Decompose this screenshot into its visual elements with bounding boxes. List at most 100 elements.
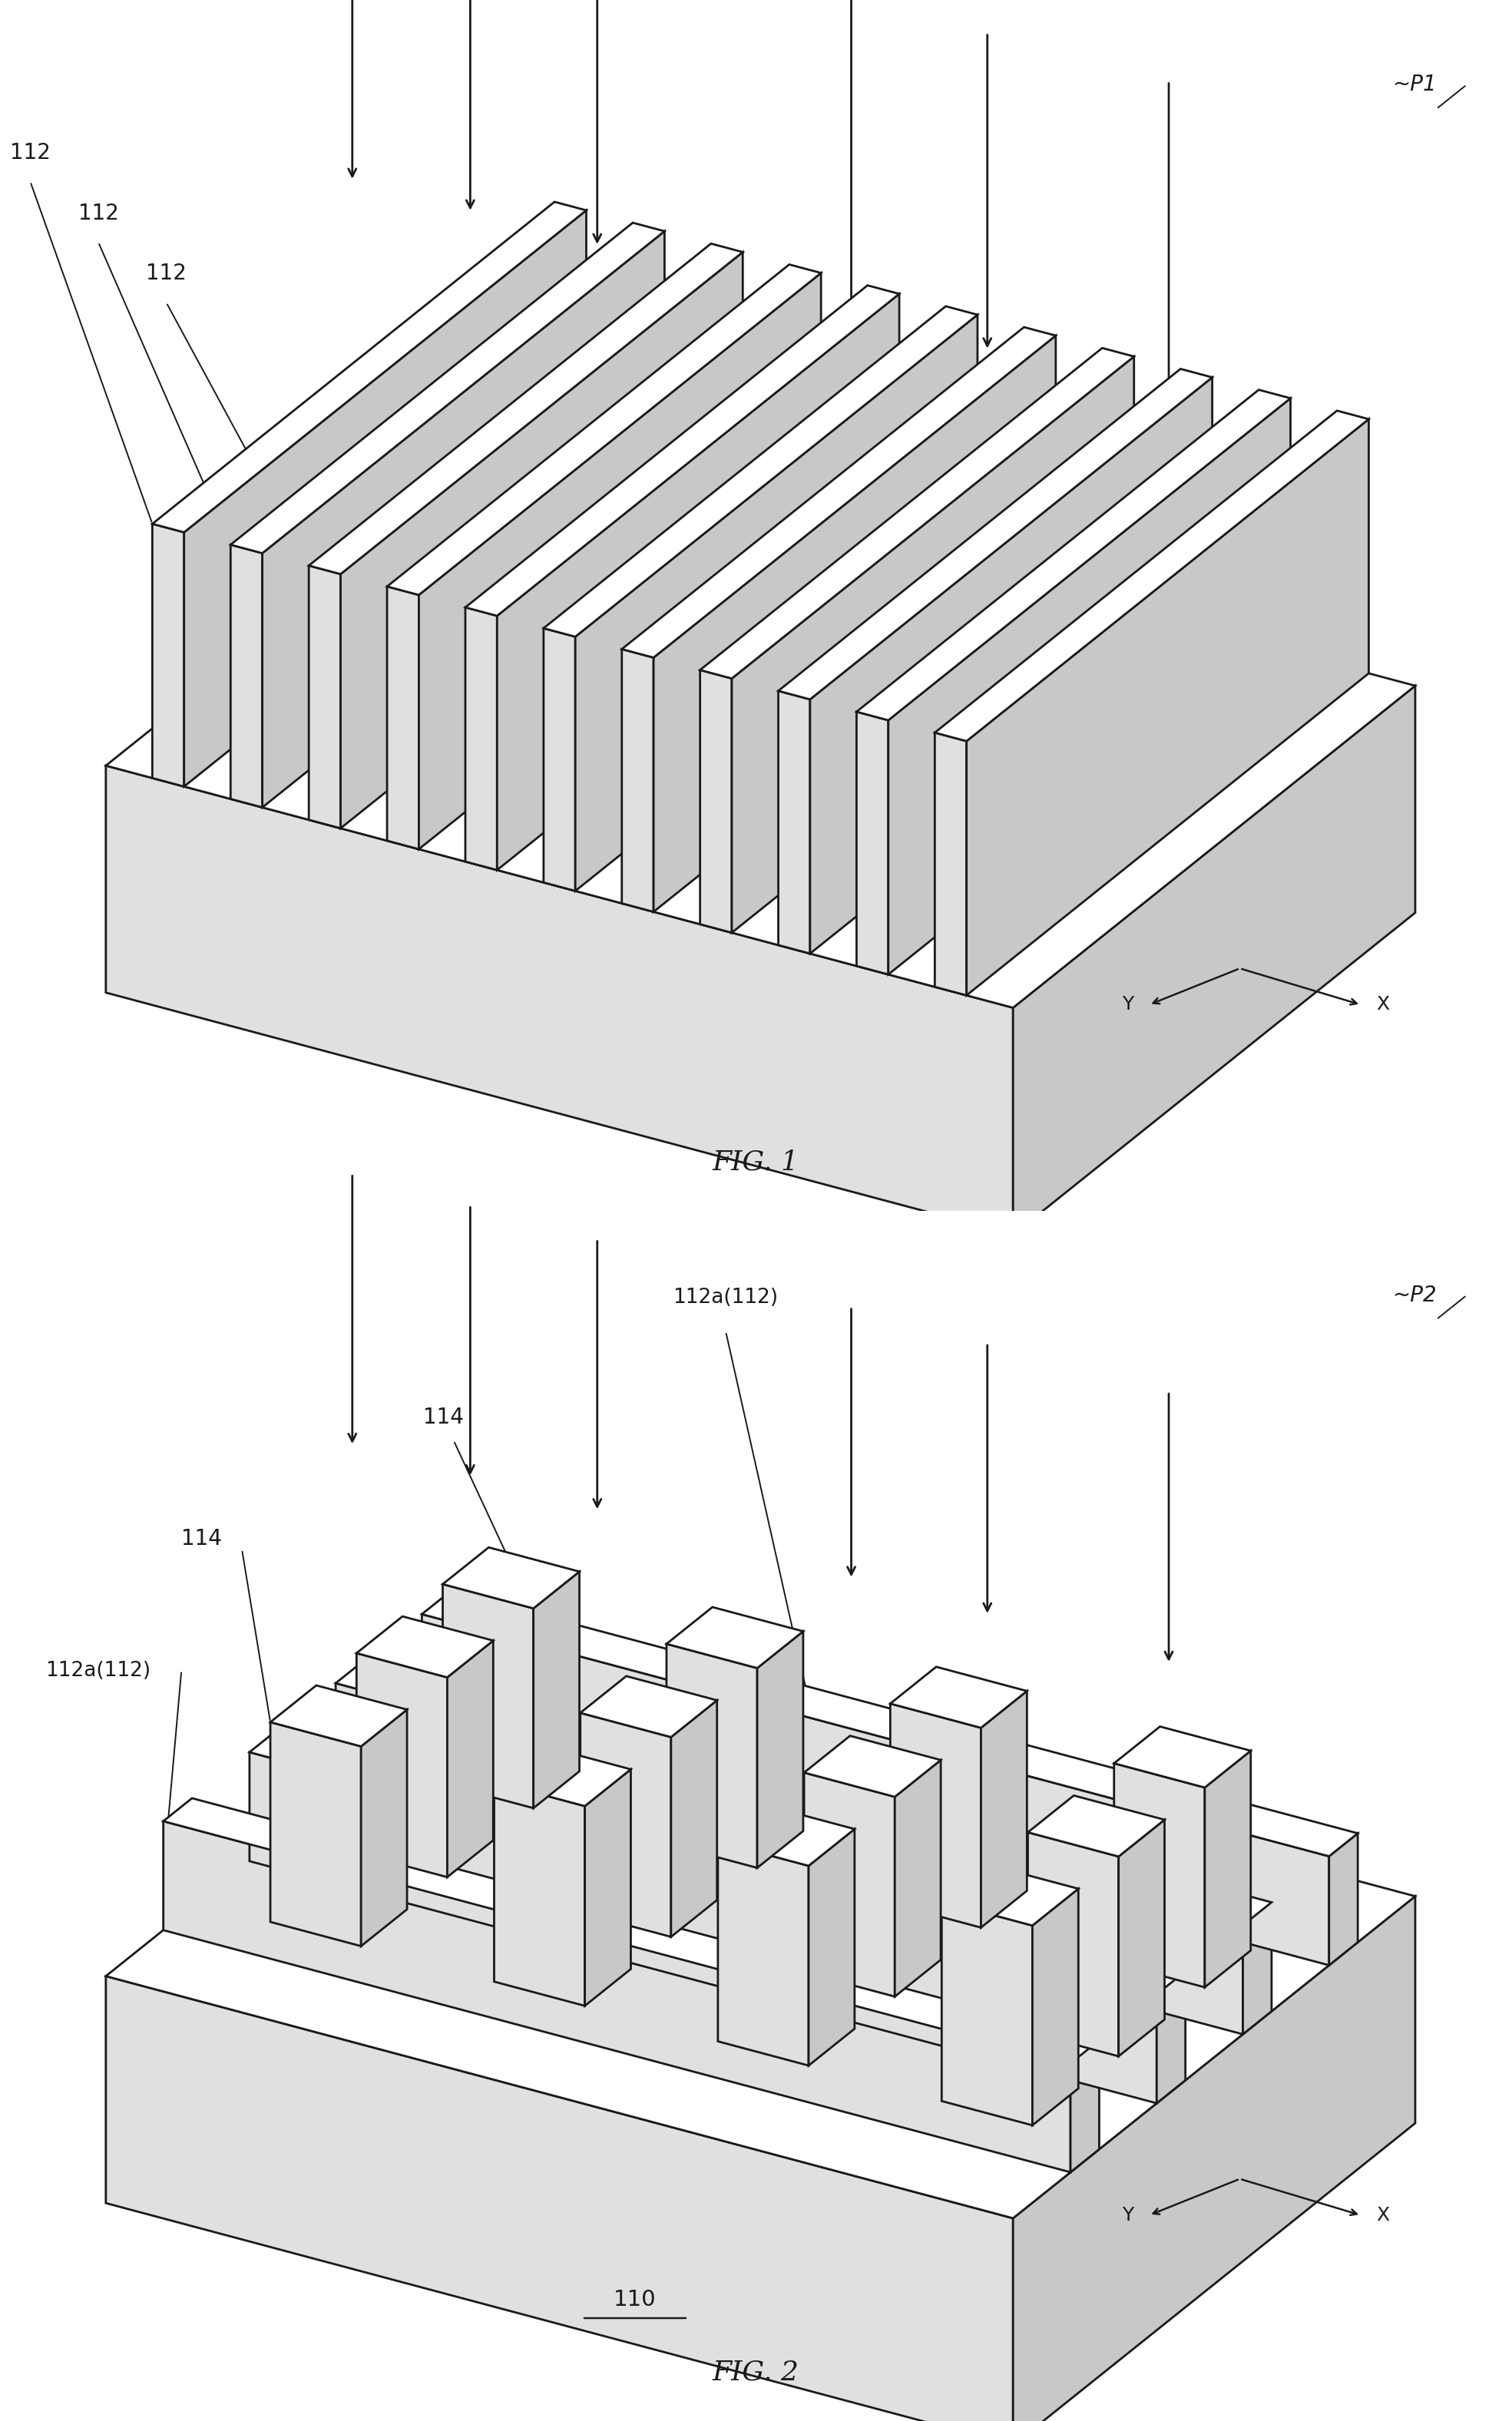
Polygon shape: [422, 1591, 1358, 1857]
Polygon shape: [1243, 1903, 1272, 2034]
Polygon shape: [494, 1782, 585, 2007]
Polygon shape: [758, 1632, 803, 1869]
Polygon shape: [779, 368, 1213, 700]
Polygon shape: [575, 315, 977, 891]
Polygon shape: [810, 378, 1213, 954]
Text: FIG. 1: FIG. 1: [712, 1150, 800, 1174]
Text: ~P1: ~P1: [1393, 75, 1436, 94]
Polygon shape: [466, 286, 900, 615]
Polygon shape: [263, 232, 665, 809]
Polygon shape: [419, 274, 821, 850]
Polygon shape: [891, 1704, 981, 1927]
Polygon shape: [494, 1746, 631, 1806]
Polygon shape: [1114, 1762, 1205, 1988]
Text: 112a(112): 112a(112): [673, 1288, 779, 1307]
Text: Y: Y: [1122, 2206, 1134, 2225]
Polygon shape: [585, 1770, 631, 2007]
Polygon shape: [271, 1721, 361, 1946]
Polygon shape: [1028, 1796, 1164, 1857]
Polygon shape: [448, 1641, 493, 1876]
Polygon shape: [891, 1666, 1027, 1729]
Text: 112a(112): 112a(112): [45, 1661, 151, 1680]
Polygon shape: [249, 1729, 1185, 1995]
Polygon shape: [544, 307, 977, 637]
Polygon shape: [856, 390, 1290, 721]
Polygon shape: [581, 1675, 717, 1738]
Polygon shape: [1070, 2041, 1099, 2172]
Polygon shape: [934, 412, 1368, 741]
Polygon shape: [443, 1583, 534, 1808]
Polygon shape: [106, 443, 1415, 1007]
Text: 112: 112: [147, 264, 186, 286]
Text: 112: 112: [79, 203, 118, 225]
Polygon shape: [163, 1821, 1070, 2172]
Text: FIG. 2: FIG. 2: [712, 2360, 800, 2385]
Polygon shape: [184, 211, 587, 787]
Polygon shape: [466, 608, 497, 869]
Polygon shape: [718, 1842, 809, 2065]
Polygon shape: [544, 629, 575, 891]
Polygon shape: [153, 523, 184, 787]
Polygon shape: [357, 1617, 493, 1678]
Polygon shape: [700, 349, 1134, 678]
Polygon shape: [732, 356, 1134, 932]
Text: 112: 112: [11, 143, 50, 165]
Polygon shape: [534, 1571, 579, 1808]
Polygon shape: [1028, 1833, 1119, 2055]
Text: Y: Y: [1122, 995, 1134, 1014]
Polygon shape: [230, 545, 263, 809]
Polygon shape: [340, 252, 742, 828]
Polygon shape: [1329, 1833, 1358, 1966]
Polygon shape: [106, 1654, 1415, 2218]
Polygon shape: [581, 1714, 671, 1937]
Text: ~P2: ~P2: [1393, 1286, 1436, 1305]
Polygon shape: [271, 1685, 407, 1746]
Polygon shape: [942, 1900, 1033, 2126]
Polygon shape: [621, 327, 1055, 659]
Polygon shape: [336, 1661, 1272, 1925]
Polygon shape: [718, 1804, 854, 1867]
Polygon shape: [895, 1760, 940, 1997]
Polygon shape: [804, 1736, 940, 1796]
Text: 114: 114: [181, 1528, 222, 1549]
Polygon shape: [308, 245, 742, 574]
Polygon shape: [443, 1547, 579, 1608]
Polygon shape: [1119, 1821, 1164, 2055]
Polygon shape: [667, 1644, 758, 1869]
Polygon shape: [1114, 1726, 1250, 1787]
Polygon shape: [809, 1828, 854, 2065]
Polygon shape: [1157, 1971, 1185, 2104]
Polygon shape: [966, 419, 1368, 995]
Text: 114: 114: [423, 1407, 464, 1428]
Polygon shape: [387, 264, 821, 596]
Text: 110: 110: [614, 2290, 656, 2310]
Polygon shape: [106, 765, 1013, 1235]
Polygon shape: [230, 223, 665, 554]
Polygon shape: [934, 734, 966, 995]
Polygon shape: [1013, 1896, 1415, 2421]
Polygon shape: [1033, 1888, 1078, 2126]
Polygon shape: [981, 1690, 1027, 1927]
Polygon shape: [804, 1772, 895, 1997]
Polygon shape: [856, 712, 889, 973]
Polygon shape: [779, 690, 810, 954]
Polygon shape: [357, 1654, 448, 1876]
Polygon shape: [153, 201, 587, 533]
Polygon shape: [422, 1615, 1329, 1966]
Polygon shape: [667, 1608, 803, 1668]
Polygon shape: [671, 1700, 717, 1937]
Text: X: X: [1376, 2206, 1390, 2225]
Polygon shape: [308, 567, 340, 828]
Polygon shape: [163, 1799, 1099, 2063]
Polygon shape: [1205, 1750, 1250, 1988]
Polygon shape: [621, 649, 653, 913]
Polygon shape: [700, 671, 732, 932]
Polygon shape: [889, 397, 1290, 973]
Polygon shape: [336, 1683, 1243, 2034]
Polygon shape: [653, 337, 1055, 913]
Polygon shape: [1013, 685, 1415, 1235]
Polygon shape: [249, 1753, 1157, 2104]
Polygon shape: [387, 586, 419, 850]
Polygon shape: [497, 293, 900, 869]
Text: X: X: [1376, 995, 1390, 1014]
